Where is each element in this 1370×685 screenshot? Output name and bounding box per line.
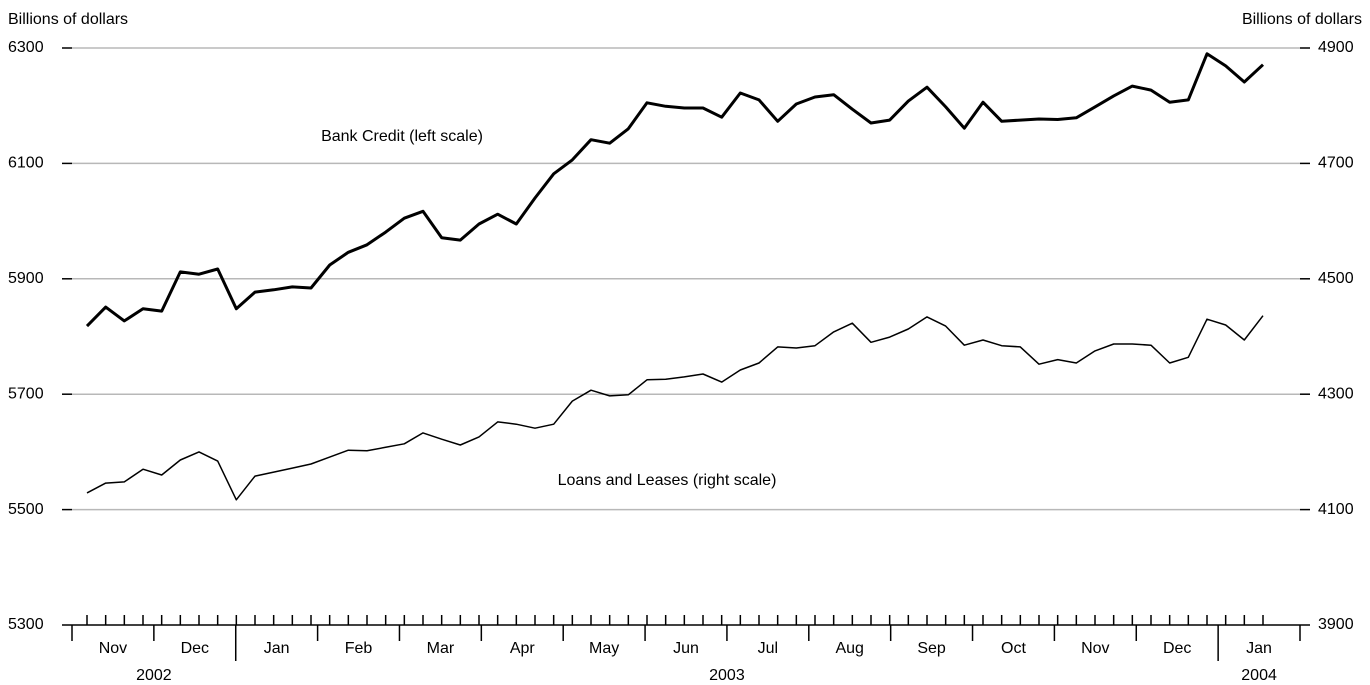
y2-axis-label: Billions of dollars xyxy=(1242,11,1362,28)
month-label: Jan xyxy=(264,640,290,657)
y-tick-label: 5900 xyxy=(8,270,44,287)
y2-tick-label: 4900 xyxy=(1318,39,1354,56)
y-tick-label: 5700 xyxy=(8,385,44,402)
y2-tick-label: 4700 xyxy=(1318,155,1354,172)
y-tick-label: 6300 xyxy=(8,39,44,56)
month-label: Aug xyxy=(835,640,863,657)
month-label: Jul xyxy=(758,640,778,657)
month-label: Jan xyxy=(1246,640,1272,657)
year-label: 2002 xyxy=(136,667,172,684)
month-label: Sep xyxy=(917,640,946,657)
series-label: Bank Credit (left scale) xyxy=(321,128,483,145)
month-label: Oct xyxy=(1001,640,1026,657)
y-tick-label: 5300 xyxy=(8,616,44,633)
month-label: May xyxy=(589,640,619,657)
y2-tick-label: 3900 xyxy=(1318,616,1354,633)
month-label: Feb xyxy=(345,640,373,657)
year-label: 2003 xyxy=(709,667,745,684)
y2-tick-label: 4300 xyxy=(1318,385,1354,402)
y-tick-label: 5500 xyxy=(8,501,44,518)
y2-tick-label: 4500 xyxy=(1318,270,1354,287)
y2-tick-label: 4100 xyxy=(1318,501,1354,518)
y-tick-label: 6100 xyxy=(8,155,44,172)
month-label: Dec xyxy=(181,640,209,657)
month-label: Apr xyxy=(510,640,536,657)
month-label: Nov xyxy=(1081,640,1109,657)
series-label: Loans and Leases (right scale) xyxy=(558,472,777,489)
y-axis-label: Billions of dollars xyxy=(8,11,128,28)
month-label: Mar xyxy=(427,640,455,657)
month-label: Nov xyxy=(99,640,127,657)
series-line xyxy=(85,52,1265,328)
month-label: Jun xyxy=(673,640,699,657)
month-label: Dec xyxy=(1163,640,1191,657)
year-label: 2004 xyxy=(1241,667,1277,684)
series-line xyxy=(86,315,1264,501)
